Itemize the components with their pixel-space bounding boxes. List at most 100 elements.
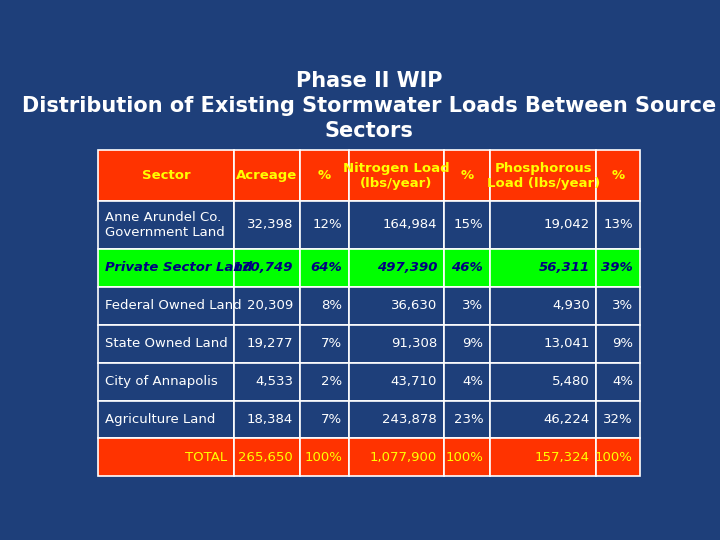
Text: 164,984: 164,984 <box>382 219 437 232</box>
Text: 3%: 3% <box>462 299 483 312</box>
Text: 32%: 32% <box>603 413 633 426</box>
Bar <box>444 201 490 249</box>
Bar <box>596 401 639 438</box>
Text: 7%: 7% <box>321 337 342 350</box>
Text: 2%: 2% <box>321 375 342 388</box>
Text: %: % <box>611 169 624 182</box>
Text: 100%: 100% <box>446 451 483 464</box>
Bar <box>349 150 444 201</box>
Bar <box>490 401 596 438</box>
Bar <box>99 325 234 362</box>
Text: 170,749: 170,749 <box>233 261 293 274</box>
Text: 32,398: 32,398 <box>247 219 293 232</box>
Bar <box>99 249 234 287</box>
Text: 4,533: 4,533 <box>255 375 293 388</box>
Text: 243,878: 243,878 <box>382 413 437 426</box>
Text: 15%: 15% <box>454 219 483 232</box>
Text: 46,224: 46,224 <box>544 413 590 426</box>
Bar <box>300 438 349 476</box>
Bar <box>300 249 349 287</box>
Bar <box>234 201 300 249</box>
Bar <box>300 401 349 438</box>
Bar <box>596 150 639 201</box>
Bar <box>234 438 300 476</box>
Text: 3%: 3% <box>612 299 633 312</box>
Bar <box>596 287 639 325</box>
Text: 5,480: 5,480 <box>552 375 590 388</box>
Text: 91,308: 91,308 <box>391 337 437 350</box>
Bar <box>349 249 444 287</box>
Text: 64%: 64% <box>310 261 342 274</box>
Text: 36,630: 36,630 <box>391 299 437 312</box>
Bar <box>234 401 300 438</box>
Bar <box>596 325 639 362</box>
Text: Phosphorous
Load (lbs/year): Phosphorous Load (lbs/year) <box>487 161 600 190</box>
Text: 4%: 4% <box>612 375 633 388</box>
Text: %: % <box>318 169 331 182</box>
Text: 1,077,900: 1,077,900 <box>370 451 437 464</box>
Bar <box>444 249 490 287</box>
Text: 9%: 9% <box>462 337 483 350</box>
Bar <box>596 249 639 287</box>
Bar <box>444 438 490 476</box>
Text: Phase II WIP
Distribution of Existing Stormwater Loads Between Source
Sectors: Phase II WIP Distribution of Existing St… <box>22 71 716 140</box>
Bar <box>490 287 596 325</box>
Bar <box>234 249 300 287</box>
Text: 7%: 7% <box>321 413 342 426</box>
Text: 9%: 9% <box>612 337 633 350</box>
Bar <box>490 438 596 476</box>
Text: Sector: Sector <box>142 169 190 182</box>
Bar <box>596 201 639 249</box>
Text: 4%: 4% <box>462 375 483 388</box>
Text: 13,041: 13,041 <box>544 337 590 350</box>
Bar <box>444 150 490 201</box>
Bar <box>349 401 444 438</box>
Text: 100%: 100% <box>595 451 633 464</box>
Text: 12%: 12% <box>312 219 342 232</box>
Text: Acreage: Acreage <box>236 169 297 182</box>
Text: 497,390: 497,390 <box>377 261 437 274</box>
Bar <box>99 438 234 476</box>
Bar <box>444 287 490 325</box>
Text: 46%: 46% <box>451 261 483 274</box>
Bar <box>490 201 596 249</box>
Bar <box>596 362 639 401</box>
Text: 39%: 39% <box>601 261 633 274</box>
Text: 4,930: 4,930 <box>552 299 590 312</box>
Text: City of Annapolis: City of Annapolis <box>105 375 218 388</box>
Bar <box>490 150 596 201</box>
Bar <box>444 362 490 401</box>
Bar <box>596 438 639 476</box>
Bar <box>234 325 300 362</box>
Bar <box>349 325 444 362</box>
Bar <box>349 362 444 401</box>
Text: 19,277: 19,277 <box>247 337 293 350</box>
Bar <box>349 287 444 325</box>
Text: Federal Owned Land: Federal Owned Land <box>105 299 242 312</box>
Text: 18,384: 18,384 <box>247 413 293 426</box>
Text: Private Sector Land: Private Sector Land <box>105 261 253 274</box>
Text: 19,042: 19,042 <box>544 219 590 232</box>
Text: %: % <box>460 169 474 182</box>
Text: 23%: 23% <box>454 413 483 426</box>
Text: State Owned Land: State Owned Land <box>105 337 228 350</box>
Bar <box>99 362 234 401</box>
Text: 20,309: 20,309 <box>247 299 293 312</box>
Bar <box>490 325 596 362</box>
Bar <box>99 401 234 438</box>
Bar <box>300 325 349 362</box>
Bar <box>300 287 349 325</box>
Bar <box>349 438 444 476</box>
Text: TOTAL: TOTAL <box>185 451 227 464</box>
Bar <box>444 401 490 438</box>
Text: 157,324: 157,324 <box>535 451 590 464</box>
Bar <box>99 201 234 249</box>
Bar <box>300 150 349 201</box>
Text: 56,311: 56,311 <box>539 261 590 274</box>
Bar <box>234 287 300 325</box>
Text: 8%: 8% <box>321 299 342 312</box>
Text: 100%: 100% <box>305 451 342 464</box>
Bar <box>349 201 444 249</box>
Text: Anne Arundel Co.
Government Land: Anne Arundel Co. Government Land <box>105 211 225 239</box>
Bar <box>300 362 349 401</box>
